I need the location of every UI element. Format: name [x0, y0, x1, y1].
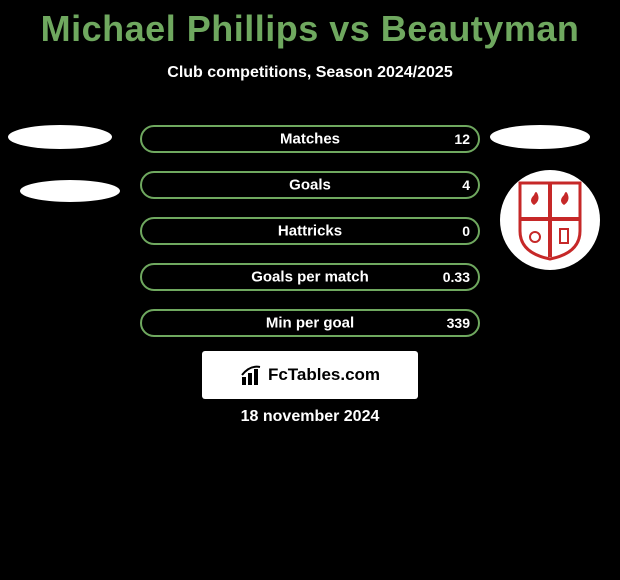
club-badge	[500, 170, 600, 270]
brand-box: FcTables.com	[202, 351, 418, 399]
stat-bar-value-right: 12	[454, 131, 470, 147]
stat-bar-value-right: 0	[462, 223, 470, 239]
stat-bar-track: Hattricks 0	[140, 217, 480, 245]
stat-bar-value-right: 0.33	[443, 269, 470, 285]
stat-bar-track: Goals 4	[140, 171, 480, 199]
stat-bar-value-right: 339	[447, 315, 470, 331]
stat-bar-value-right: 4	[462, 177, 470, 193]
date-text: 18 november 2024	[0, 408, 620, 426]
stat-bar: Hattricks 0	[140, 217, 480, 245]
page-subtitle: Club competitions, Season 2024/2025	[0, 64, 620, 82]
comparison-bars: Matches 12 Goals 4 Hattricks 0 Goals per match…	[140, 125, 480, 355]
infographic-container: Michael Phillips vs Beautyman Club compe…	[0, 0, 620, 580]
stat-bar-track: Min per goal 339	[140, 309, 480, 337]
stat-bar: Min per goal 339	[140, 309, 480, 337]
stat-bar: Goals 4	[140, 171, 480, 199]
bars-icon	[240, 363, 264, 387]
stat-bar: Goals per match 0.33	[140, 263, 480, 291]
stat-bar-label: Min per goal	[266, 315, 354, 332]
page-title: Michael Phillips vs Beautyman	[0, 0, 620, 50]
player-left-photo-placeholder-1	[8, 125, 112, 149]
player-right-photo-placeholder	[490, 125, 590, 149]
brand-logo: FcTables.com	[240, 363, 380, 387]
stat-bar-label: Hattricks	[278, 223, 342, 240]
stat-bar-label: Matches	[280, 131, 340, 148]
stat-bar-label: Goals per match	[251, 269, 369, 286]
player-left-photo-placeholder-2	[20, 180, 120, 202]
shield-icon	[514, 179, 586, 261]
stat-bar-label: Goals	[289, 177, 331, 194]
stat-bar-track: Goals per match 0.33	[140, 263, 480, 291]
stat-bar-track: Matches 12	[140, 125, 480, 153]
brand-text: FcTables.com	[268, 365, 380, 385]
club-badge-shield	[514, 179, 586, 261]
stat-bar: Matches 12	[140, 125, 480, 153]
